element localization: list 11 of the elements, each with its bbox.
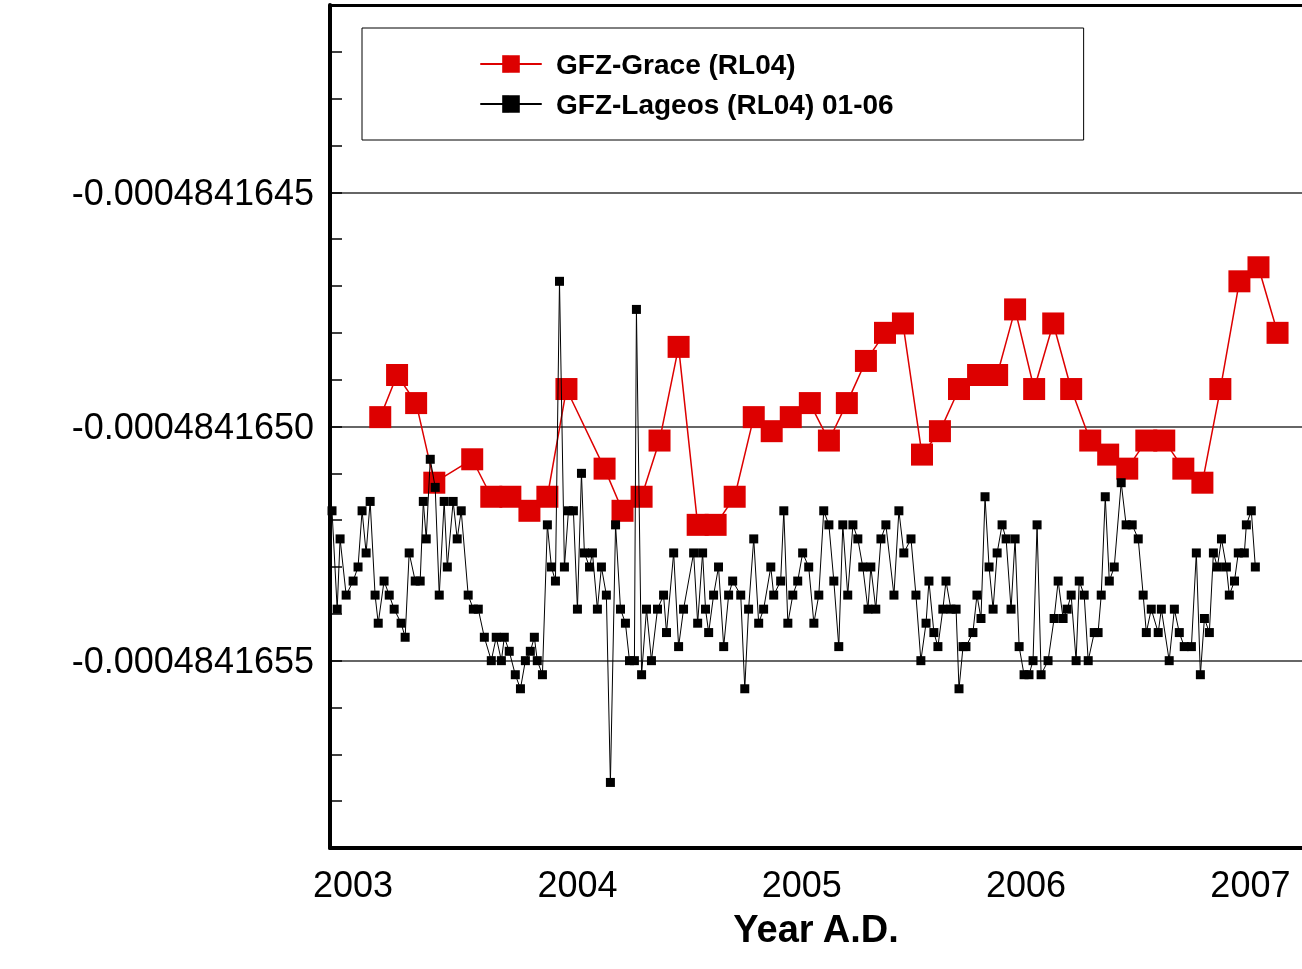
x-tick-label: 2007 (1210, 863, 1291, 905)
x-tick-label: 2005 (761, 863, 842, 905)
x-tick-label: 2003 (313, 863, 394, 905)
legend-label: GFZ-Grace (RL04) (556, 48, 796, 80)
legend-label: GFZ-Lageos (RL04) 01-06 (556, 88, 894, 120)
y-tick-label: -0.0004841645 (71, 171, 314, 213)
x-axis-title: Year A.D. (733, 908, 899, 950)
x-tick-label: 2006 (986, 863, 1067, 905)
y-tick-label: -0.0004841650 (71, 406, 314, 447)
x-tick-label: 2004 (537, 863, 618, 905)
y-tick-label: -0.0004841655 (71, 640, 314, 682)
